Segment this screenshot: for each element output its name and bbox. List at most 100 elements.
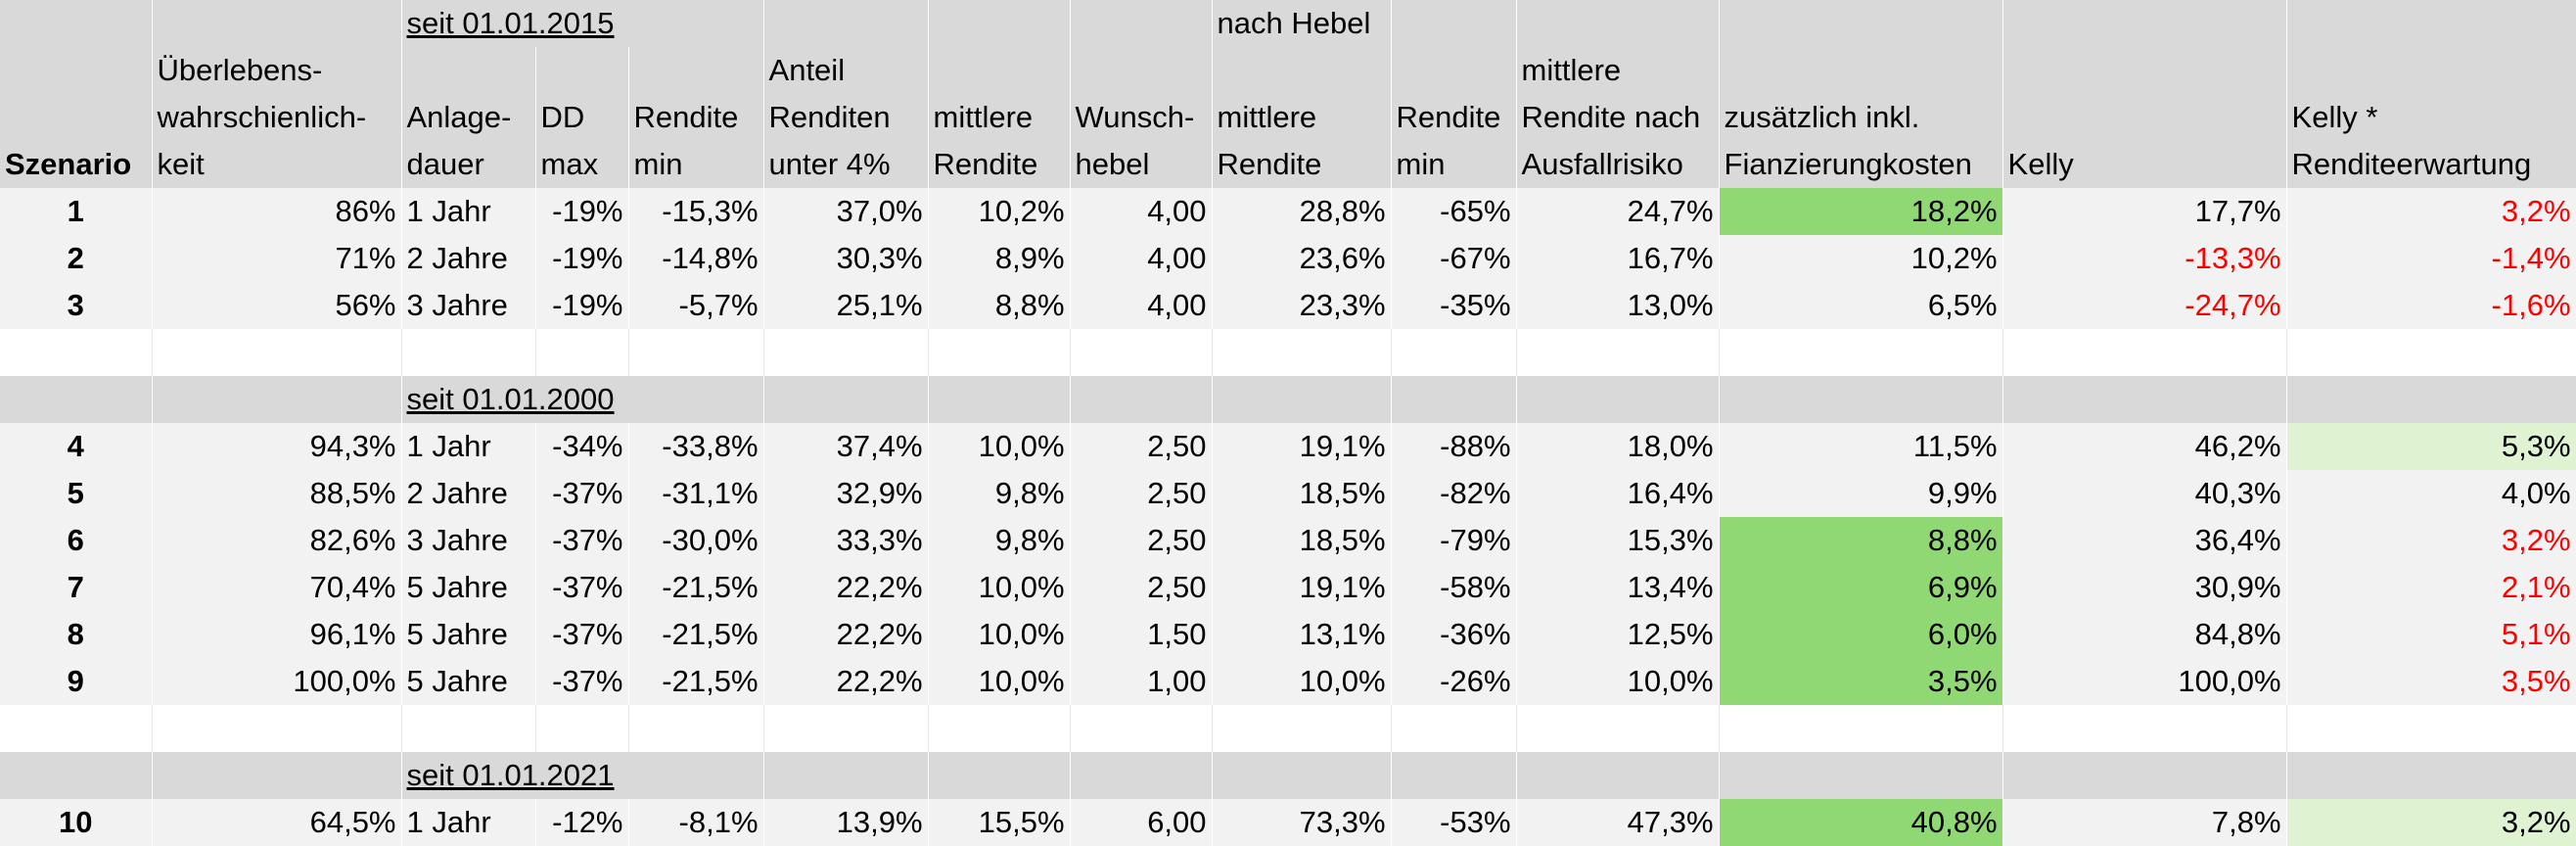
column-header-lev: Wunsch- (1070, 94, 1213, 141)
cell-share_below: 33,3% (763, 517, 929, 564)
column-header-lev_financing: Fianzierungkosten (1719, 141, 2003, 188)
column-header-lev (1070, 47, 1213, 94)
cell-duration: 5 Jahre (401, 658, 536, 705)
cell-share_below: 22,2% (763, 564, 929, 611)
group-header-cell (2286, 752, 2576, 799)
cell-ret_min: -21,5% (628, 611, 764, 658)
column-header-scenario (0, 47, 153, 94)
group-header-cell (1719, 752, 2003, 799)
group-header-cell: seit 01.01.2021 (401, 752, 764, 799)
cell-duration: 2 Jahre (401, 470, 536, 517)
column-header-lev_mean_ret: Rendite (1212, 141, 1392, 188)
cell-lev_ret_min: -26% (1391, 658, 1517, 705)
group-header-cell (1516, 376, 1720, 423)
cell-kelly_exp: 4,0% (2286, 470, 2576, 517)
group-header-cell (763, 376, 929, 423)
spacer-cell (928, 705, 1071, 752)
column-header-mean_ret (928, 47, 1071, 94)
cell-ret_min: -14,8% (628, 235, 764, 282)
period-label: seit 01.01.2015 (406, 6, 615, 40)
cell-kelly_exp: 3,5% (2286, 658, 2576, 705)
spacer-cell (2002, 329, 2287, 376)
header-row: Szenario keit dauer max min unter 4% Rendite he… (0, 141, 2576, 188)
cell-kelly: 46,2% (2002, 423, 2287, 470)
cell-duration: 5 Jahre (401, 564, 536, 611)
cell-scenario: 2 (0, 235, 153, 282)
spacer-cell (763, 329, 929, 376)
cell-kelly_exp: 3,2% (2286, 188, 2576, 235)
spacer-cell (1719, 329, 2003, 376)
header-cell (2286, 0, 2576, 47)
cell-dd_max: -37% (535, 611, 629, 658)
cell-survival: 88,5% (152, 470, 402, 517)
cell-lev_default: 18,0% (1516, 423, 1720, 470)
cell-lev: 2,50 (1070, 517, 1213, 564)
cell-lev: 4,00 (1070, 235, 1213, 282)
group-header-cell (2002, 376, 2287, 423)
cell-dd_max: -19% (535, 282, 629, 329)
cell-lev_financing: 6,5% (1719, 282, 2003, 329)
cell-lev_default: 16,7% (1516, 235, 1720, 282)
group-header-row: seit 01.01.2021 (0, 752, 2576, 799)
group-header-cell (1070, 376, 1213, 423)
spacer-cell (1719, 705, 2003, 752)
column-header-mean_ret: mittlere (928, 94, 1071, 141)
group-header-cell: seit 01.01.2000 (401, 376, 764, 423)
cell-lev_financing: 10,2% (1719, 235, 2003, 282)
column-header-lev_ret_min: min (1391, 141, 1517, 188)
cell-mean_ret: 10,0% (928, 658, 1071, 705)
cell-lev_mean_ret: 18,5% (1212, 517, 1392, 564)
after-leverage-label: nach Hebel (1217, 6, 1371, 40)
cell-lev_financing: 3,5% (1719, 658, 2003, 705)
column-header-dd_max: max (535, 141, 629, 188)
header-cell (2002, 0, 2287, 47)
column-header-lev_ret_min (1391, 47, 1517, 94)
column-header-lev_default: mittlere (1516, 47, 1720, 94)
group-header-cell (152, 376, 402, 423)
cell-lev: 4,00 (1070, 282, 1213, 329)
spacer-cell (2286, 329, 2576, 376)
spacer-row (0, 329, 2576, 376)
cell-lev_financing: 6,0% (1719, 611, 2003, 658)
cell-lev_ret_min: -65% (1391, 188, 1517, 235)
cell-mean_ret: 8,9% (928, 235, 1071, 282)
cell-lev_ret_min: -53% (1391, 799, 1517, 846)
group-header-cell (1391, 752, 1517, 799)
group-header-cell (763, 752, 929, 799)
cell-lev_mean_ret: 23,3% (1212, 282, 1392, 329)
cell-duration: 5 Jahre (401, 611, 536, 658)
group-header-cell (2002, 752, 2287, 799)
cell-duration: 1 Jahr (401, 799, 536, 846)
cell-mean_ret: 10,2% (928, 188, 1071, 235)
cell-share_below: 37,0% (763, 188, 929, 235)
cell-lev: 1,00 (1070, 658, 1213, 705)
cell-kelly: -13,3% (2002, 235, 2287, 282)
cell-lev: 1,50 (1070, 611, 1213, 658)
cell-scenario: 6 (0, 517, 153, 564)
column-header-duration: dauer (401, 141, 536, 188)
cell-lev_financing: 40,8% (1719, 799, 2003, 846)
cell-survival: 82,6% (152, 517, 402, 564)
cell-share_below: 25,1% (763, 282, 929, 329)
cell-lev_mean_ret: 23,6% (1212, 235, 1392, 282)
cell-lev_financing: 8,8% (1719, 517, 2003, 564)
cell-survival: 96,1% (152, 611, 402, 658)
cell-lev_mean_ret: 19,1% (1212, 423, 1392, 470)
cell-kelly: -24,7% (2002, 282, 2287, 329)
group-period-label: seit 01.01.2000 (406, 382, 615, 416)
column-header-share_below: unter 4% (763, 141, 929, 188)
cell-mean_ret: 10,0% (928, 611, 1071, 658)
cell-dd_max: -34% (535, 423, 629, 470)
column-header-survival: keit (152, 141, 402, 188)
cell-kelly: 17,7% (2002, 188, 2287, 235)
cell-dd_max: -19% (535, 235, 629, 282)
cell-kelly: 36,4% (2002, 517, 2287, 564)
cell-lev_default: 15,3% (1516, 517, 1720, 564)
group-header-cell (1212, 752, 1392, 799)
cell-mean_ret: 10,0% (928, 423, 1071, 470)
cell-duration: 3 Jahre (401, 517, 536, 564)
cell-scenario: 9 (0, 658, 153, 705)
cell-duration: 1 Jahr (401, 423, 536, 470)
group-header-cell (0, 752, 153, 799)
cell-mean_ret: 9,8% (928, 517, 1071, 564)
